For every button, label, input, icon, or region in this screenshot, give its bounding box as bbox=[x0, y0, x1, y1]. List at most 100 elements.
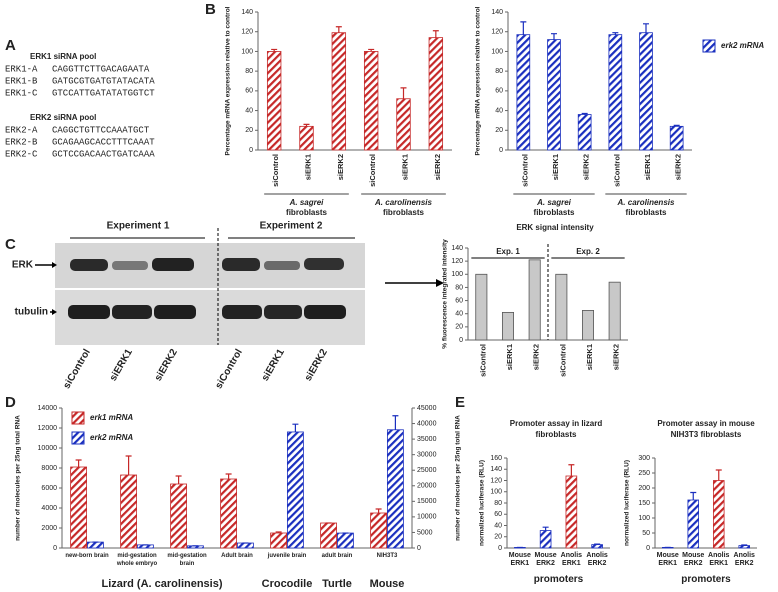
bar bbox=[70, 466, 87, 549]
y-tick-label: 120 bbox=[491, 29, 503, 36]
group-sublabel: fibroblasts bbox=[383, 208, 424, 217]
y-tick-label: 120 bbox=[490, 477, 502, 484]
y-tick-label: 20 bbox=[495, 127, 503, 134]
lane-label: siControl bbox=[213, 347, 245, 391]
bar bbox=[516, 34, 531, 151]
group-label: Exp. 2 bbox=[576, 247, 600, 256]
y-tick-label: 140 bbox=[490, 466, 502, 473]
x-tick-label: Anolis ERK2 bbox=[586, 552, 608, 567]
sirna-name: ERK1-B bbox=[5, 76, 38, 86]
x-axis-label: promoters bbox=[533, 574, 584, 585]
y-tick-label: 80 bbox=[495, 68, 503, 75]
x-tick-label: NIH3T3 bbox=[376, 553, 398, 559]
band bbox=[152, 258, 194, 271]
sirna-name: ERK2-A bbox=[5, 125, 38, 135]
y-tick-label: 120 bbox=[451, 258, 463, 265]
y-tick-label: 120 bbox=[241, 29, 253, 36]
band bbox=[112, 305, 152, 319]
x-tick-label: siERK2 bbox=[674, 154, 683, 180]
panel-label: E bbox=[455, 394, 465, 411]
bar bbox=[501, 311, 514, 341]
x-tick-label: Anolis ERK1 bbox=[560, 552, 583, 567]
bar bbox=[266, 51, 282, 151]
error-bar bbox=[392, 415, 399, 430]
y-tick-label: 0 bbox=[53, 545, 57, 552]
error-bar bbox=[741, 544, 748, 546]
group-label: A. sagrei bbox=[289, 198, 325, 207]
arrow-head bbox=[52, 262, 57, 268]
x-tick-label: juvenile brain bbox=[267, 553, 307, 559]
sirna-name: ERK1-C bbox=[5, 88, 38, 98]
y2-tick-label: 35000 bbox=[417, 436, 437, 443]
x-tick-label: Anolis ERK1 bbox=[708, 552, 730, 567]
bar bbox=[320, 522, 338, 549]
band bbox=[154, 305, 196, 319]
bar bbox=[547, 39, 561, 151]
bar bbox=[331, 32, 347, 151]
bar bbox=[120, 474, 137, 549]
bar bbox=[370, 512, 388, 549]
y-axis-label: Percentage mRNA expression relative to c… bbox=[225, 6, 232, 155]
error-bar bbox=[271, 48, 278, 52]
y-tick-label: 250 bbox=[638, 470, 650, 477]
x-tick-label: Anolis ERK2 bbox=[733, 552, 755, 567]
pool-title: ERK1 siRNA pool bbox=[30, 52, 96, 61]
x-tick-label: Mouse ERK2 bbox=[682, 552, 705, 567]
blot-image bbox=[35, 228, 444, 345]
y-axis-label: % fluorescence integrated intensity bbox=[442, 239, 449, 349]
y2-tick-label: 30000 bbox=[417, 452, 437, 459]
error-bar bbox=[594, 543, 601, 545]
error-bar bbox=[715, 469, 722, 481]
legend-label: erk2 mRNA bbox=[90, 433, 133, 442]
y-tick-label: 160 bbox=[490, 455, 502, 462]
bar bbox=[639, 32, 653, 151]
group-label: Turtle bbox=[322, 578, 352, 590]
band bbox=[68, 305, 110, 319]
legend-label: erk2 mRNA bbox=[721, 41, 764, 50]
x-tick-label: siERK1 bbox=[551, 154, 560, 180]
y2-tick-label: 15000 bbox=[417, 498, 437, 505]
y-tick-label: 20 bbox=[245, 127, 253, 134]
y-tick-label: 40 bbox=[494, 522, 502, 529]
error-bar bbox=[335, 26, 342, 33]
x-tick-label: siERK1 bbox=[585, 344, 594, 370]
x-tick-label: Mouse ERK1 bbox=[508, 552, 531, 567]
sirna-sequence: CAGGCTGTTCCAAATGCT bbox=[52, 125, 150, 135]
error-bar bbox=[690, 491, 697, 500]
arrow-head bbox=[52, 309, 57, 315]
error-bar bbox=[225, 473, 232, 479]
y-tick-label: 12000 bbox=[38, 425, 58, 432]
bar bbox=[582, 310, 595, 341]
error-bar bbox=[175, 475, 182, 484]
legend-swatch bbox=[71, 431, 85, 445]
group-label: A. carolinensis bbox=[374, 198, 432, 207]
error-bar bbox=[303, 123, 310, 127]
y-tick-label: 4000 bbox=[41, 505, 57, 512]
sirna-sequence: GCAGAAGCACCTTTCAAAT bbox=[52, 137, 155, 147]
error-bar bbox=[125, 455, 132, 475]
bar bbox=[555, 273, 568, 341]
x-tick-label: mid-gestation brain bbox=[167, 553, 207, 567]
y-tick-label: 20 bbox=[494, 534, 502, 541]
sirna-sequence: CAGGTTCTTGACAGAATA bbox=[52, 64, 150, 74]
y-tick-label: 0 bbox=[249, 147, 253, 154]
bar bbox=[396, 98, 411, 151]
y-tick-label: 60 bbox=[455, 297, 463, 304]
pool-title: ERK2 siRNA pool bbox=[30, 113, 96, 122]
x-tick-label: siERK1 bbox=[643, 154, 652, 180]
x-tick-label: siERK1 bbox=[303, 154, 312, 180]
experiment-label: Experiment 2 bbox=[260, 221, 323, 232]
legend-swatch bbox=[71, 411, 85, 425]
group-label: Mouse bbox=[370, 578, 405, 590]
bar bbox=[577, 114, 592, 151]
y2-tick-label: 40000 bbox=[417, 420, 437, 427]
y-tick-label: 100 bbox=[638, 515, 650, 522]
y-axis-label: normalized luciferase (RLU) bbox=[479, 460, 486, 546]
y-tick-label: 6000 bbox=[41, 485, 57, 492]
lane-label: siControl bbox=[61, 347, 93, 391]
sirna-sequence: GATGCGTGATGTATACATA bbox=[52, 76, 155, 86]
x-tick-label: siERK1 bbox=[400, 154, 409, 180]
sirna-sequence: GTCCATTGATATATGGTCT bbox=[52, 88, 155, 98]
experiment-label: Experiment 1 bbox=[107, 221, 170, 232]
